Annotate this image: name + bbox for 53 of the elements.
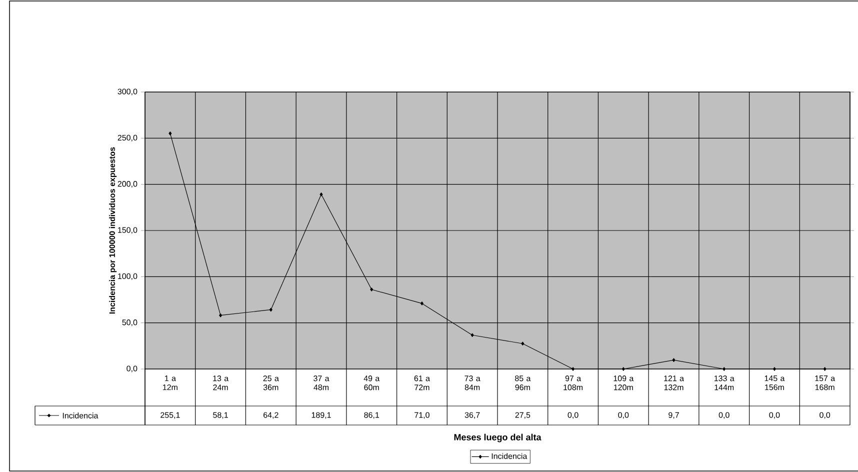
x-tick-label: 133 a 144m	[714, 376, 734, 390]
point	[823, 367, 826, 371]
y-tick-label: 200,0	[118, 181, 138, 188]
legend-label: Incidencia	[62, 412, 98, 418]
y-tick-label: 0,0	[126, 366, 138, 372]
data-label: 0,0	[718, 412, 730, 419]
data-label: 255,1	[160, 412, 180, 419]
point	[219, 313, 222, 318]
y-tick-label: 150,0	[118, 227, 138, 234]
point	[722, 367, 726, 371]
point	[168, 132, 172, 136]
data-label: 64,2	[264, 412, 278, 419]
point	[269, 308, 272, 312]
x-tick-label: 73 a 84m	[464, 376, 480, 390]
data-label: 58,1	[213, 412, 228, 419]
x-tick-label: 25 a 36m	[263, 376, 279, 390]
x-tick-label: 85 a 96m	[515, 376, 531, 390]
point	[521, 342, 524, 346]
y-tick-label: 50,0	[122, 320, 138, 326]
x-tick-label: 157 a 168m	[815, 376, 836, 390]
data-label: 0,0	[568, 412, 578, 419]
y-tick-label: 300,0	[118, 88, 138, 96]
x-tick-label: 37 a 48m	[314, 376, 330, 390]
data-label: 189,1	[312, 412, 331, 419]
y-tick-label: 250,0	[118, 134, 138, 142]
point	[370, 288, 374, 292]
data-label: 86,1	[364, 412, 380, 419]
x-tick-label: 97 a 108m	[564, 376, 583, 390]
data-label: 36,7	[464, 412, 480, 419]
x-tick-label: 145 a 156m	[764, 376, 785, 390]
point	[420, 302, 424, 306]
y-axis-title: Incidencia por 100000 individuos expuestos	[109, 147, 117, 314]
x-tick-label: 49 a 60m	[364, 376, 380, 390]
point	[772, 367, 776, 371]
data-label: 9,7	[668, 412, 679, 419]
point	[622, 367, 625, 371]
data-label: 71,0	[414, 412, 430, 419]
point	[572, 367, 575, 371]
data-label: 0,0	[820, 412, 830, 419]
y-tick-label: 100,0	[118, 273, 138, 280]
data-label: 27,5	[515, 412, 530, 419]
data-label: 0,0	[769, 412, 780, 419]
x-tick-label: 109 a 120m	[614, 376, 634, 390]
point	[320, 192, 323, 196]
point	[470, 333, 474, 338]
point	[672, 358, 676, 362]
x-tick-label: 121 a 132m	[664, 376, 684, 390]
x-tick-label: 61 a 72m	[414, 376, 430, 390]
x-tick-label: 13 a 24m	[213, 376, 229, 390]
data-label: 0,0	[618, 412, 629, 419]
text: Incidencia	[492, 453, 528, 459]
x-axis-title: Meses luego del alta	[454, 434, 542, 442]
x-tick-label: 1 a 12m	[163, 376, 178, 390]
